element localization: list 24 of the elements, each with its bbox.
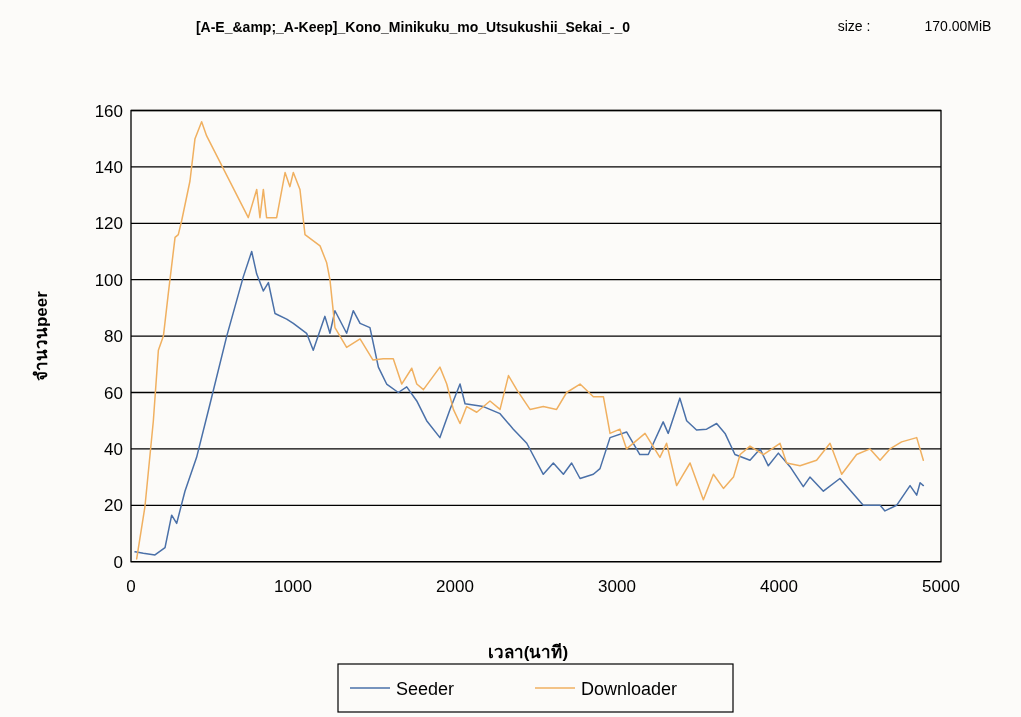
x-tick-label: 4000 xyxy=(760,576,798,596)
x-axis-title: เวลา(นาที) xyxy=(487,642,569,662)
line-series xyxy=(134,250,925,556)
line-series xyxy=(135,121,925,560)
x-tick-label: 5000 xyxy=(922,576,960,596)
x-tick-label: 3000 xyxy=(598,576,636,596)
y-tick-label: 80 xyxy=(104,327,123,347)
y-tick-label: 100 xyxy=(94,270,123,290)
x-tick-label: 0 xyxy=(126,576,136,596)
y-tick-label: 40 xyxy=(104,439,123,459)
y-tick-label: 160 xyxy=(94,101,123,121)
legend-label: Seeder xyxy=(396,679,455,699)
y-tick-label: 140 xyxy=(94,157,123,177)
chart-title: [A-E_&amp;_A-Keep]_Kono_Minikuku_mo_Utsukushii_Sekai_-_0 xyxy=(195,19,631,35)
x-tick-label: 2000 xyxy=(436,576,474,596)
legend-label: Downloader xyxy=(581,679,678,699)
text: 170.00MiB xyxy=(924,18,992,34)
y-axis-title: จำนวนpeer xyxy=(32,290,51,382)
y-tick-label: 60 xyxy=(104,383,123,403)
x-tick-label: 1000 xyxy=(274,576,312,596)
text: size : xyxy=(837,18,871,34)
y-tick-label: 20 xyxy=(104,496,123,516)
y-tick-label: 120 xyxy=(94,214,123,234)
y-tick-label: 0 xyxy=(113,552,123,572)
